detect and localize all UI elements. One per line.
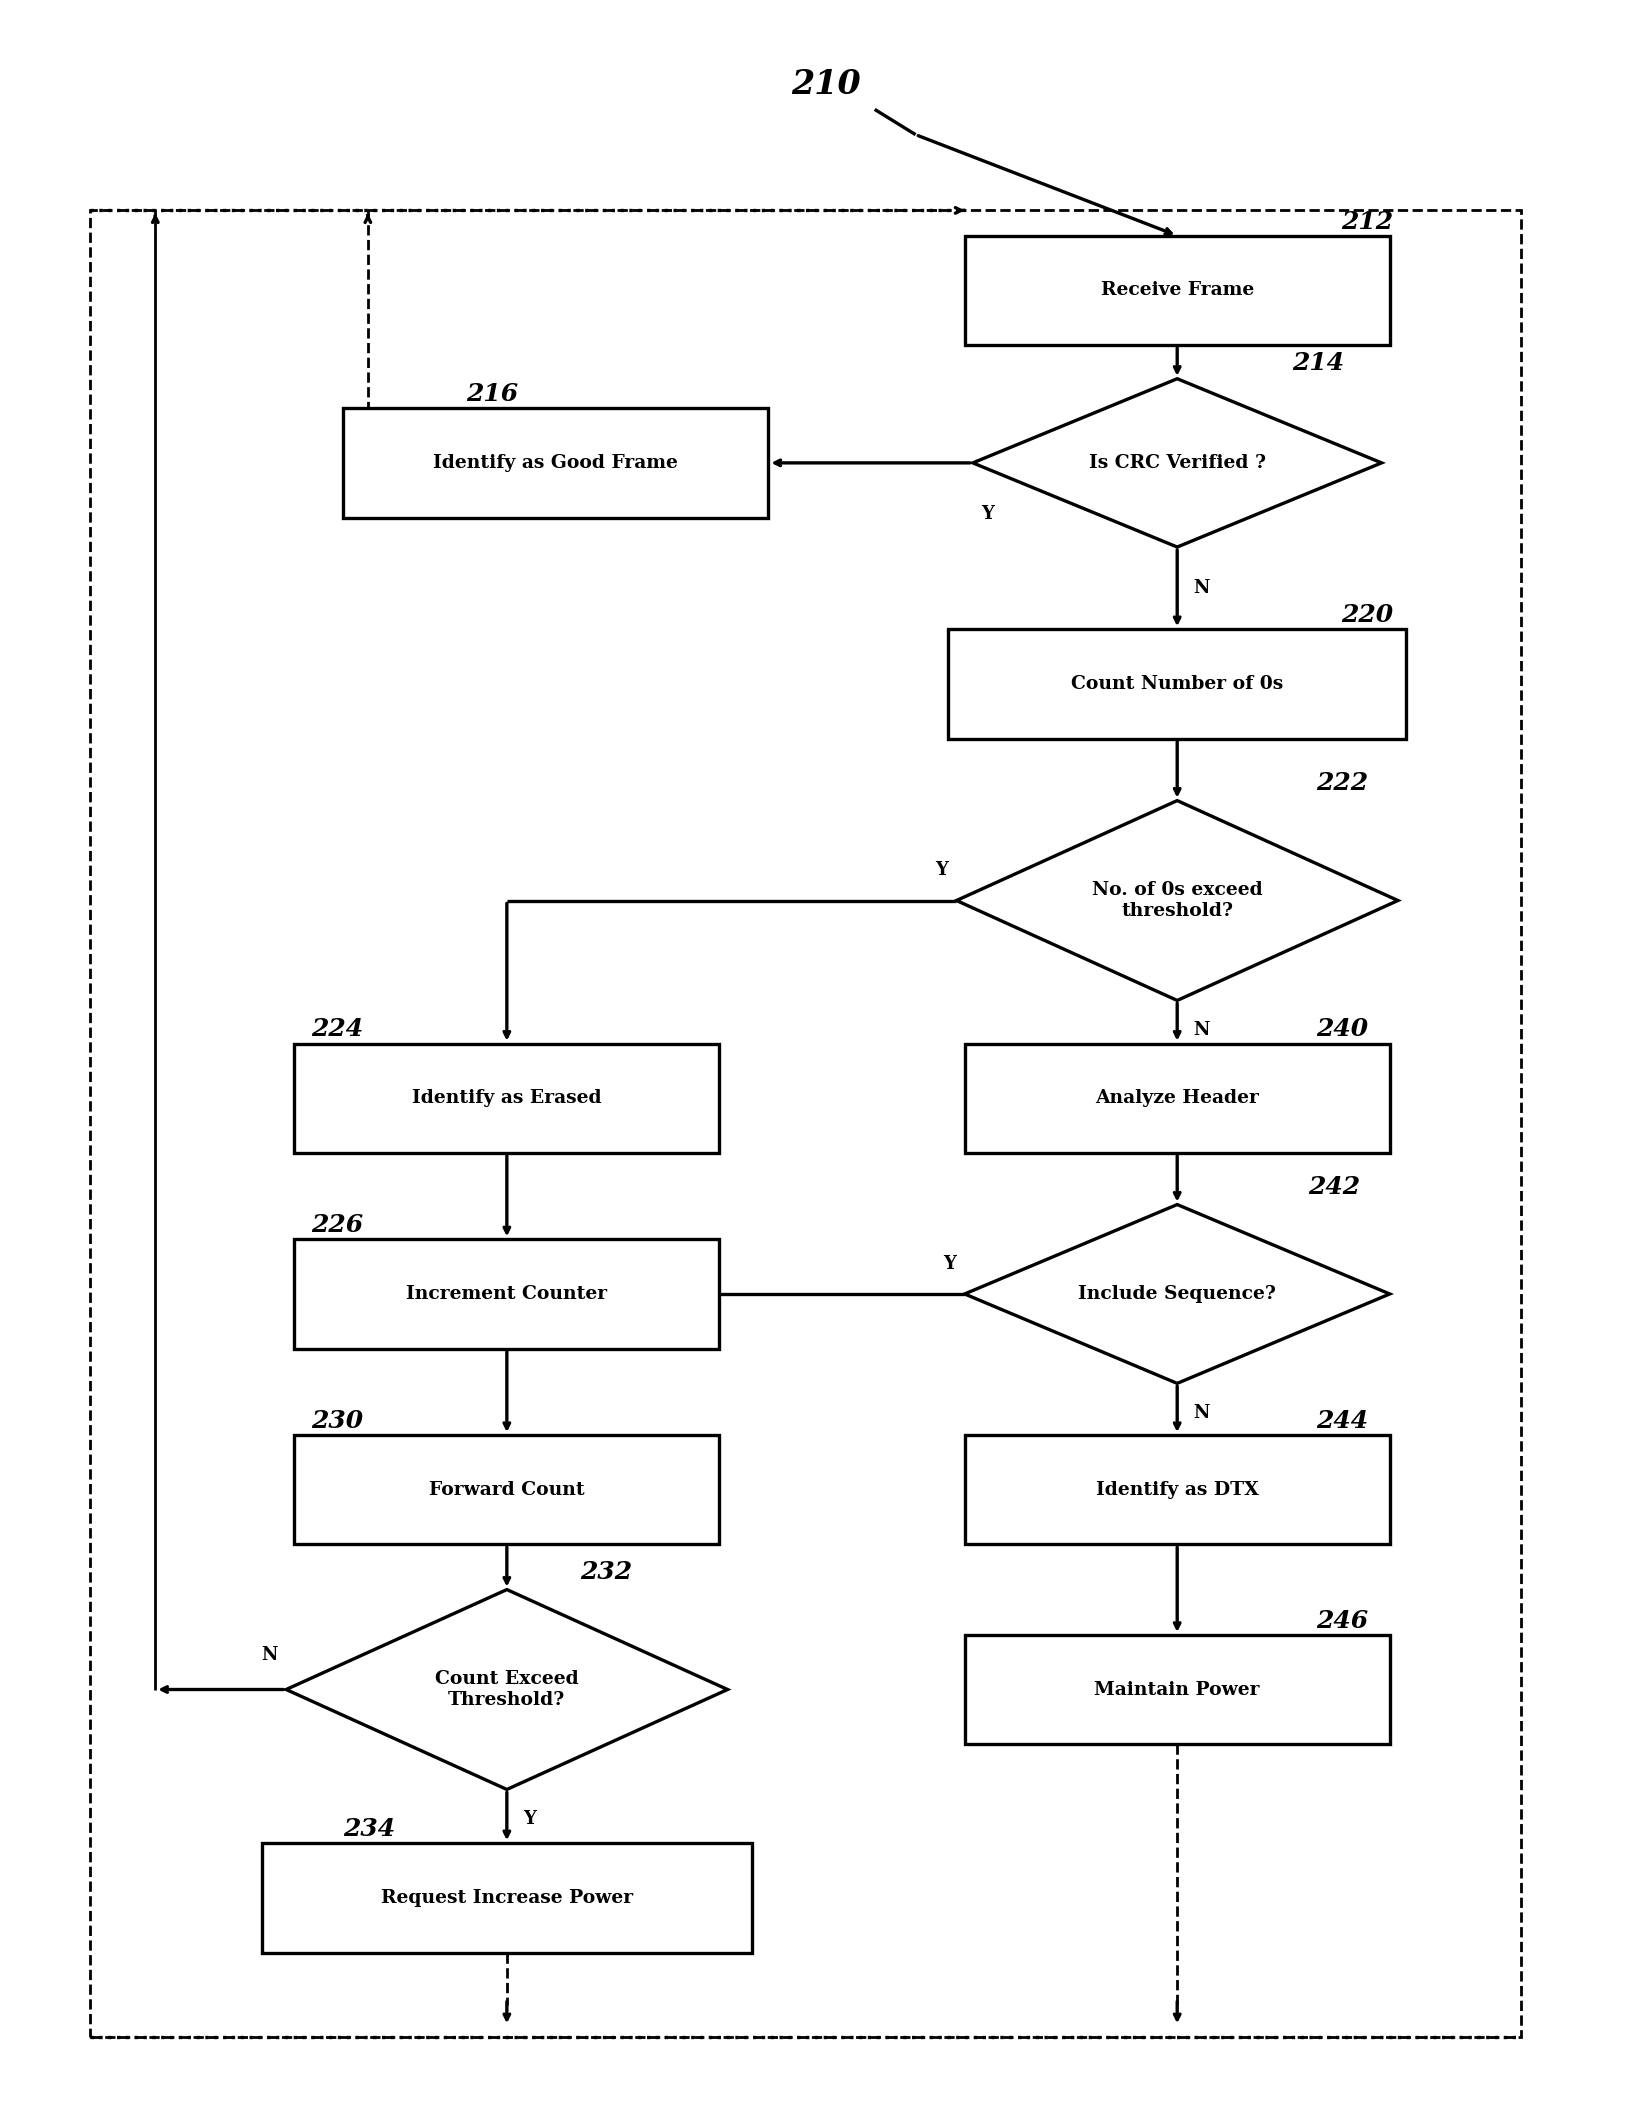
Text: N: N xyxy=(1194,1405,1210,1422)
Text: Identify as DTX: Identify as DTX xyxy=(1095,1481,1259,1498)
Text: 244: 244 xyxy=(1316,1410,1368,1433)
Bar xyxy=(343,408,768,518)
Bar xyxy=(965,1435,1390,1544)
Text: Include Sequence?: Include Sequence? xyxy=(1077,1286,1277,1302)
Text: 214: 214 xyxy=(1292,351,1344,375)
Text: 216: 216 xyxy=(466,383,518,406)
Text: Y: Y xyxy=(943,1254,956,1273)
Polygon shape xyxy=(973,379,1382,547)
Text: Count Number of 0s: Count Number of 0s xyxy=(1071,675,1283,692)
Text: N: N xyxy=(1194,1023,1210,1039)
Text: Forward Count: Forward Count xyxy=(428,1481,585,1498)
Text: N: N xyxy=(262,1645,278,1664)
Text: Identify as Erased: Identify as Erased xyxy=(412,1090,602,1107)
Text: Maintain Power: Maintain Power xyxy=(1094,1681,1261,1698)
Polygon shape xyxy=(965,1203,1390,1384)
Text: Count Exceed
Threshold?: Count Exceed Threshold? xyxy=(435,1671,579,1708)
Text: 240: 240 xyxy=(1316,1018,1368,1041)
Bar xyxy=(965,1044,1390,1153)
Text: 232: 232 xyxy=(580,1561,633,1584)
Bar xyxy=(965,1635,1390,1744)
Text: Y: Y xyxy=(523,1809,536,1828)
Text: N: N xyxy=(1194,579,1210,598)
Text: 220: 220 xyxy=(1341,604,1393,627)
Polygon shape xyxy=(286,1591,728,1788)
Text: 222: 222 xyxy=(1316,772,1368,795)
Text: Increment Counter: Increment Counter xyxy=(405,1286,608,1302)
Text: 234: 234 xyxy=(343,1818,396,1841)
Bar xyxy=(948,629,1406,739)
Text: Receive Frame: Receive Frame xyxy=(1100,282,1254,299)
Text: Request Increase Power: Request Increase Power xyxy=(381,1889,633,1906)
Text: Identify as Good Frame: Identify as Good Frame xyxy=(433,454,679,471)
Text: 246: 246 xyxy=(1316,1610,1368,1633)
Bar xyxy=(294,1239,719,1349)
Text: Analyze Header: Analyze Header xyxy=(1095,1090,1259,1107)
Bar xyxy=(90,210,1521,2037)
Bar xyxy=(294,1435,719,1544)
Text: Is CRC Verified ?: Is CRC Verified ? xyxy=(1089,454,1265,471)
Bar xyxy=(965,236,1390,345)
Text: 212: 212 xyxy=(1341,210,1393,234)
Polygon shape xyxy=(956,802,1398,1002)
Text: 242: 242 xyxy=(1308,1176,1360,1199)
Bar xyxy=(262,1843,752,1953)
Text: 224: 224 xyxy=(311,1018,363,1041)
Text: 226: 226 xyxy=(311,1214,363,1237)
Text: Y: Y xyxy=(935,861,948,879)
Text: No. of 0s exceed
threshold?: No. of 0s exceed threshold? xyxy=(1092,882,1262,919)
Text: Y: Y xyxy=(981,505,994,524)
Text: 230: 230 xyxy=(311,1410,363,1433)
Bar xyxy=(294,1044,719,1153)
Text: 210: 210 xyxy=(791,67,860,101)
